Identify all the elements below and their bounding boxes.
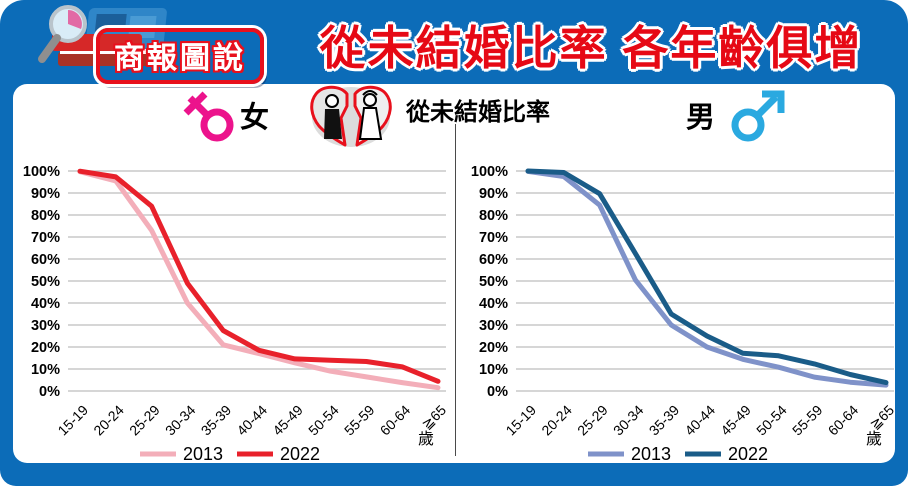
legend-label-2013: 2013 bbox=[631, 444, 671, 464]
x-axis-tick-label: ≧65 bbox=[866, 402, 897, 433]
series-line-2022 bbox=[77, 168, 441, 384]
series-line-2022 bbox=[525, 168, 889, 386]
x-axis-tick-label: 35-39 bbox=[198, 402, 235, 439]
x-axis-tick-label: 55-59 bbox=[341, 402, 378, 439]
x-axis-tick-label: 20-24 bbox=[538, 402, 575, 439]
female-section-label: 女 bbox=[240, 102, 270, 134]
male-chart: 100%90%80%70%60%50%40%30%20%10%0%15-19 20… bbox=[471, 164, 897, 464]
legend-label-2022: 2022 bbox=[280, 444, 320, 464]
x-axis-tick-label: 40-44 bbox=[681, 402, 718, 439]
x-axis-tick-label: 40-44 bbox=[233, 402, 270, 439]
y-axis-tick-label: 70% bbox=[479, 230, 508, 246]
x-axis-tick-label: 50-54 bbox=[305, 402, 342, 439]
y-axis-tick-label: 0% bbox=[487, 384, 508, 400]
x-axis-tick-label: 35-39 bbox=[646, 402, 683, 439]
chart-subject-label: 從未結婚比率 bbox=[406, 99, 550, 126]
y-axis-tick-label: 100% bbox=[471, 164, 508, 180]
y-axis-tick-label: 80% bbox=[479, 208, 508, 224]
y-axis-tick-label: 70% bbox=[31, 230, 60, 246]
x-axis-tick-label: 25-29 bbox=[574, 402, 611, 439]
page-title: 從未結婚比率 各年齡俱增 bbox=[319, 22, 863, 74]
y-axis-tick-label: 20% bbox=[31, 340, 60, 356]
y-axis-tick-label: 0% bbox=[39, 384, 60, 400]
legend-label-2013: 2013 bbox=[183, 444, 223, 464]
x-axis-tick-label: 15-19 bbox=[54, 402, 91, 439]
legend-label-2022: 2022 bbox=[728, 444, 768, 464]
y-axis-tick-label: 50% bbox=[31, 274, 60, 290]
x-axis-tick-label: 15-19 bbox=[502, 402, 539, 439]
y-axis-tick-label: 50% bbox=[479, 274, 508, 290]
x-axis-unit-label: 歲 bbox=[866, 430, 882, 448]
x-axis-tick-label: 55-59 bbox=[789, 402, 826, 439]
logo-books-magnifier-icon bbox=[38, 5, 167, 66]
x-axis-unit-label: 歲 bbox=[418, 430, 434, 448]
y-axis-tick-label: 30% bbox=[479, 318, 508, 334]
x-axis-tick-label: 60-64 bbox=[825, 402, 862, 439]
y-axis-tick-label: 60% bbox=[479, 252, 508, 268]
y-axis-tick-label: 30% bbox=[31, 318, 60, 334]
male-symbol-icon bbox=[731, 90, 785, 142]
y-axis-tick-label: 60% bbox=[31, 252, 60, 268]
x-axis-tick-label: 30-34 bbox=[610, 402, 647, 439]
y-axis-tick-label: 40% bbox=[479, 296, 508, 312]
brand-badge: 商報圖說 bbox=[96, 28, 264, 84]
x-axis-tick-label: ≧65 bbox=[418, 402, 449, 433]
y-axis-tick-label: 90% bbox=[479, 186, 508, 202]
x-axis-tick-label: 60-64 bbox=[377, 402, 414, 439]
series-line-2013 bbox=[77, 169, 441, 391]
y-axis-tick-label: 10% bbox=[31, 362, 60, 378]
x-axis-tick-label: 30-34 bbox=[162, 402, 199, 439]
y-axis-tick-label: 40% bbox=[31, 296, 60, 312]
x-axis-tick-label: 20-24 bbox=[90, 402, 127, 439]
x-axis-tick-label: 50-54 bbox=[753, 402, 790, 439]
x-axis-tick-label: 25-29 bbox=[126, 402, 163, 439]
x-axis-tick-label: 45-49 bbox=[269, 402, 306, 439]
male-section-label: 男 bbox=[686, 102, 716, 134]
female-symbol-icon bbox=[183, 91, 234, 142]
female-chart: 100%90%80%70%60%50%40%30%20%10%0%15-19 20… bbox=[23, 164, 449, 464]
y-axis-tick-label: 100% bbox=[23, 164, 60, 180]
content-panel bbox=[13, 84, 895, 463]
series-line-2013 bbox=[525, 168, 889, 388]
y-axis-tick-label: 90% bbox=[31, 186, 60, 202]
broken-heart-couple-icon bbox=[310, 85, 392, 147]
y-axis-tick-label: 10% bbox=[479, 362, 508, 378]
y-axis-tick-label: 20% bbox=[479, 340, 508, 356]
y-axis-tick-label: 80% bbox=[31, 208, 60, 224]
x-axis-tick-label: 45-49 bbox=[717, 402, 754, 439]
chart-divider bbox=[455, 124, 456, 456]
